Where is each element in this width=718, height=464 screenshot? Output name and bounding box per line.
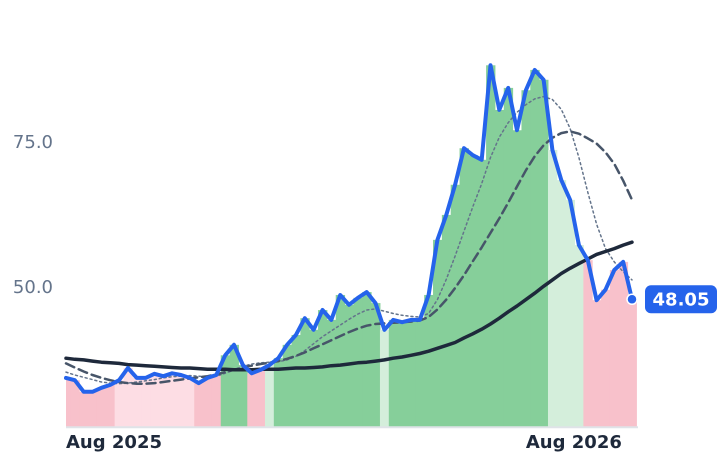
- last-value-label: 48.05: [653, 289, 710, 310]
- area-column: [609, 270, 620, 428]
- area-column: [264, 365, 275, 428]
- area-column: [273, 358, 284, 428]
- x-tick-label: Aug 2025: [66, 432, 162, 453]
- series-line: [64, 130, 634, 385]
- area-column: [468, 155, 478, 428]
- x-tick-label: Aug 2026: [526, 432, 622, 453]
- area-column: [618, 261, 629, 428]
- area-column: [238, 365, 248, 428]
- area-column: [203, 377, 213, 428]
- area-column: [503, 87, 514, 428]
- area-column: [185, 377, 195, 428]
- area-column: [547, 149, 558, 428]
- area-column: [194, 383, 204, 428]
- area-column: [176, 375, 186, 428]
- last-point: [626, 293, 638, 306]
- area-column: [123, 368, 133, 428]
- area-column: [477, 159, 487, 428]
- area-column: [158, 376, 169, 428]
- area-column: [486, 65, 496, 428]
- area-column: [530, 69, 540, 428]
- area-column: [415, 319, 425, 428]
- area-column: [539, 79, 549, 428]
- area-column: [114, 380, 124, 428]
- area-column: [300, 318, 310, 428]
- area-column: [247, 373, 257, 428]
- series-line: [64, 63, 634, 394]
- area-column: [556, 180, 567, 428]
- area-column: [459, 148, 469, 428]
- area-column: [371, 303, 381, 428]
- area-column: [150, 373, 160, 428]
- series-line: [64, 240, 634, 372]
- area-column: [362, 292, 372, 428]
- area-column: [282, 344, 293, 428]
- y-tick-label: 75.0: [13, 132, 53, 153]
- area-column: [256, 369, 266, 428]
- area-column: [433, 239, 443, 428]
- area-column: [397, 322, 407, 428]
- area-column: [627, 299, 637, 428]
- area-column: [441, 214, 452, 428]
- area-column: [583, 260, 593, 428]
- area-column: [79, 391, 89, 428]
- area-column: [344, 304, 354, 428]
- area-column: [406, 319, 416, 428]
- area-column: [105, 384, 116, 428]
- area-column: [450, 184, 461, 428]
- area-column: [521, 90, 531, 428]
- area-column: [141, 377, 151, 428]
- area-column: [132, 377, 142, 428]
- area-column: [291, 334, 301, 428]
- area-column: [424, 294, 434, 428]
- area-column: [494, 109, 505, 428]
- area-column: [70, 380, 80, 428]
- area-column: [66, 377, 71, 428]
- area-column: [574, 245, 584, 428]
- area-column: [335, 294, 346, 428]
- area-column: [592, 300, 602, 428]
- area-column: [601, 289, 611, 428]
- area-column: [512, 130, 522, 428]
- area-column: [379, 329, 390, 428]
- area-column: [309, 329, 319, 428]
- series-line: [65, 95, 633, 385]
- last-value-badge: [645, 285, 717, 314]
- area-column: [167, 373, 178, 428]
- area-column: [96, 387, 107, 428]
- area-column: [211, 375, 222, 428]
- area-column: [88, 391, 98, 428]
- area-column: [220, 355, 231, 428]
- y-tick-label: 50.0: [13, 277, 53, 298]
- area-column: [388, 319, 399, 428]
- area-column: [326, 319, 337, 428]
- area-column: [229, 344, 239, 428]
- area-column: [565, 199, 576, 428]
